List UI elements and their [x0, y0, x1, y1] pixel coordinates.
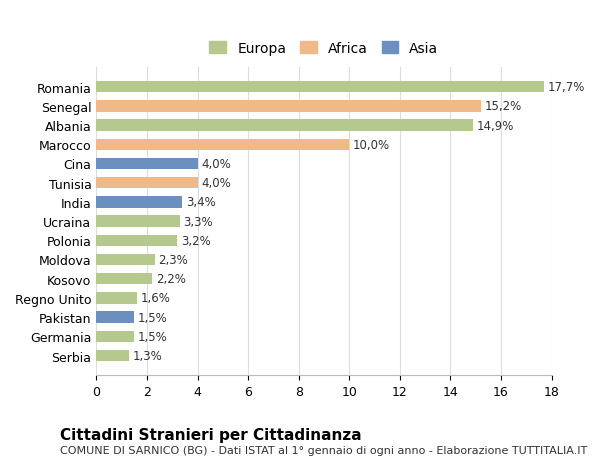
Text: 4,0%: 4,0% — [201, 177, 231, 190]
Bar — [97, 120, 473, 132]
Text: 3,2%: 3,2% — [181, 234, 211, 247]
Bar — [97, 197, 182, 208]
Bar — [97, 82, 544, 93]
Bar — [97, 216, 180, 227]
Text: 2,2%: 2,2% — [156, 273, 185, 285]
Bar — [97, 254, 155, 266]
Bar — [97, 331, 134, 342]
Text: 17,7%: 17,7% — [548, 81, 585, 94]
Text: 1,5%: 1,5% — [138, 330, 168, 343]
Text: 15,2%: 15,2% — [484, 100, 522, 113]
Text: 1,3%: 1,3% — [133, 349, 163, 362]
Text: 2,3%: 2,3% — [158, 253, 188, 266]
Bar — [97, 350, 129, 362]
Bar — [97, 178, 197, 189]
Bar — [97, 274, 152, 285]
Text: 4,0%: 4,0% — [201, 157, 231, 171]
Text: Cittadini Stranieri per Cittadinanza: Cittadini Stranieri per Cittadinanza — [60, 427, 362, 442]
Legend: Europa, Africa, Asia: Europa, Africa, Asia — [202, 35, 445, 62]
Text: 1,6%: 1,6% — [140, 292, 170, 305]
Text: COMUNE DI SARNICO (BG) - Dati ISTAT al 1° gennaio di ogni anno - Elaborazione TU: COMUNE DI SARNICO (BG) - Dati ISTAT al 1… — [60, 445, 587, 455]
Bar — [97, 139, 349, 151]
Text: 3,3%: 3,3% — [184, 215, 213, 228]
Text: 1,5%: 1,5% — [138, 311, 168, 324]
Bar — [97, 292, 137, 304]
Text: 3,4%: 3,4% — [186, 196, 216, 209]
Bar — [97, 101, 481, 112]
Bar — [97, 235, 177, 246]
Bar — [97, 312, 134, 323]
Bar — [97, 158, 197, 170]
Text: 14,9%: 14,9% — [477, 119, 514, 132]
Text: 10,0%: 10,0% — [353, 139, 390, 151]
